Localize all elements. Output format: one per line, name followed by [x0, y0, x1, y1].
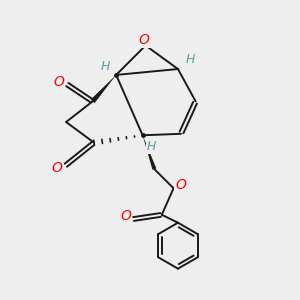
Text: O: O [53, 75, 64, 89]
Text: O: O [139, 33, 149, 47]
Text: O: O [120, 209, 131, 223]
Polygon shape [142, 135, 156, 170]
Text: H: H [101, 60, 110, 73]
Text: O: O [52, 161, 63, 175]
Text: O: O [176, 178, 186, 192]
Text: H: H [186, 53, 195, 66]
Polygon shape [91, 75, 116, 103]
Text: H: H [147, 140, 156, 153]
